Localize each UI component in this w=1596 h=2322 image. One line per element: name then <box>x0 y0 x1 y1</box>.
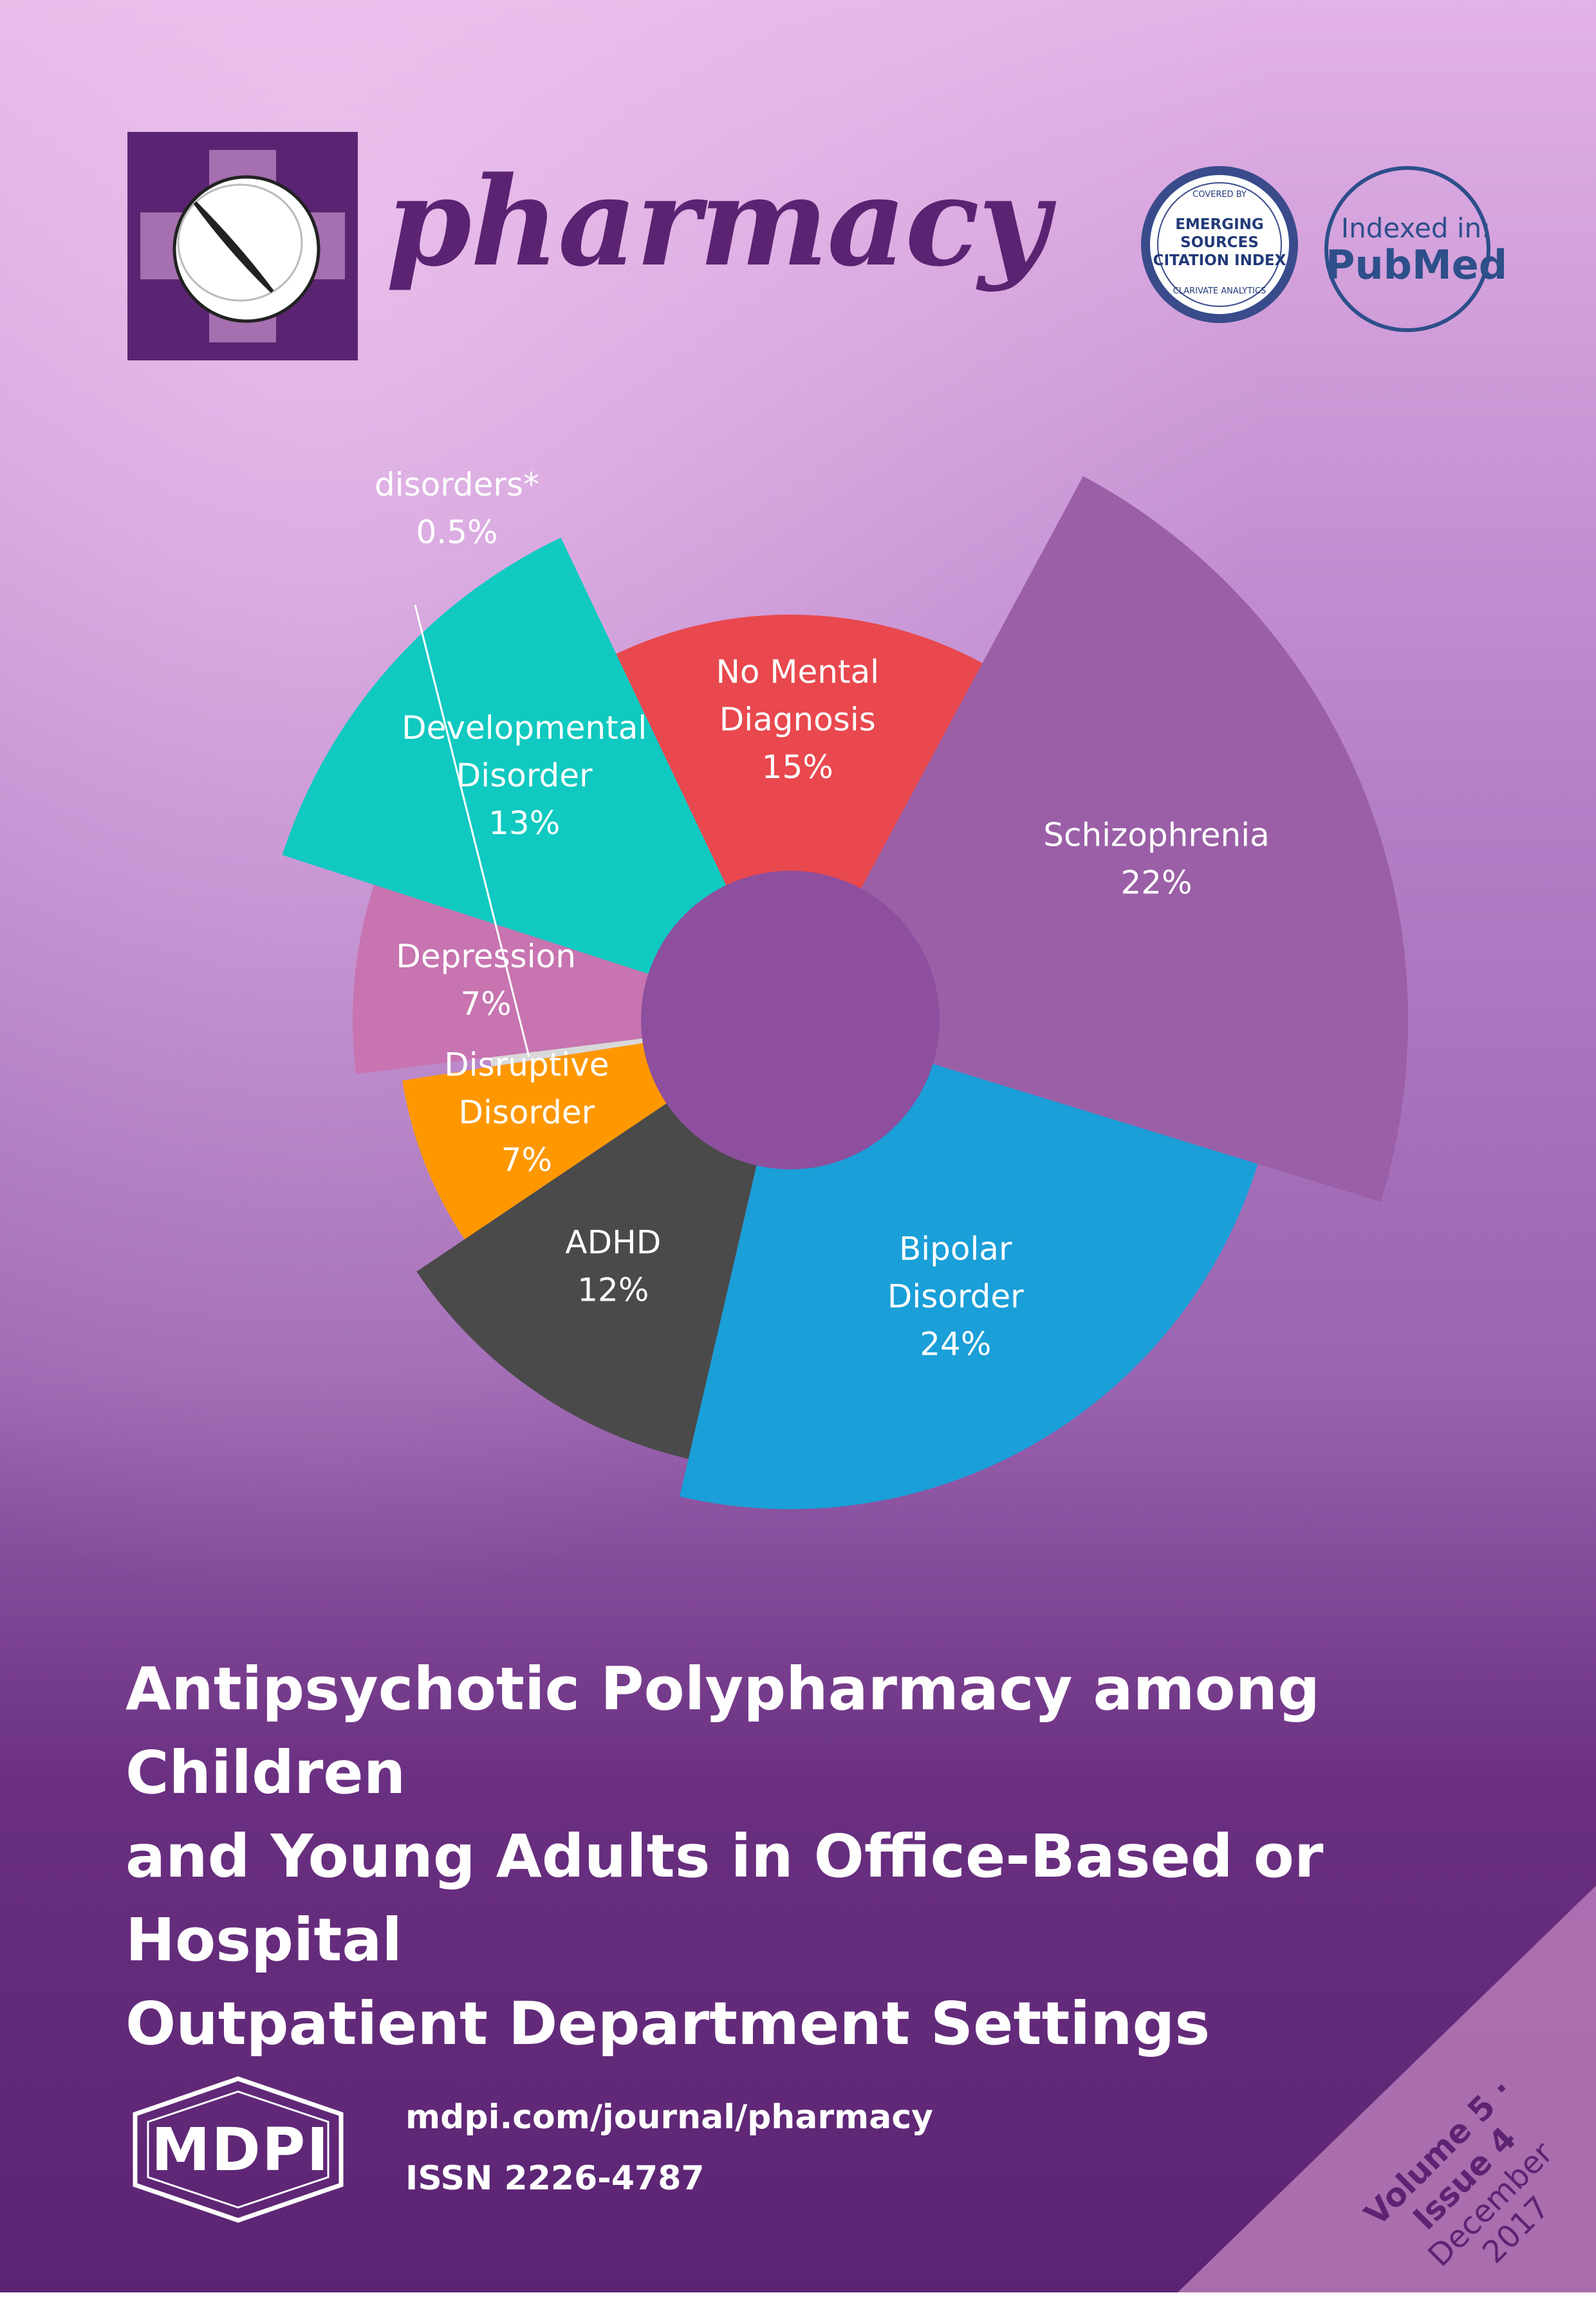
pie-slice-developmental-disorder <box>282 537 727 974</box>
pill-icon <box>172 175 320 323</box>
article-title-line-2: and Young Adults in Office-Based or Hosp… <box>125 1822 1324 1974</box>
pharmacy-logo <box>127 132 358 360</box>
pie-slice-bipolar-disorder <box>680 1063 1258 1509</box>
esci-seal-icon <box>1141 166 1298 323</box>
other-disorders-leader-line <box>414 604 530 1057</box>
slice-label-6: Otherdisorders*0.5% <box>375 450 539 551</box>
esci-bottom-text: CLARIVATE ANALYTICS <box>1173 286 1267 296</box>
journal-title: pharmacy <box>386 150 1049 293</box>
pie-slice-other-disorders <box>490 1038 644 1067</box>
article-title-line-3: Outpatient Department Settings <box>125 1989 1211 2058</box>
issue-corner-band <box>1178 1886 1596 2292</box>
pubmed-label: PubMed <box>1326 241 1508 288</box>
chart-center-hole <box>641 871 940 1169</box>
esci-line-2: SOURCES <box>1180 234 1259 251</box>
slice-label-3: Bipolar Disorder 24% <box>887 1230 1024 1362</box>
pie-slice-schizophrenia <box>860 476 1408 1202</box>
pie-slice-disruptive-disorder <box>402 1043 668 1240</box>
slice-label-0: Developmental Disorder 13% <box>402 709 647 842</box>
slice-label-7: Depression 7% <box>396 938 576 1023</box>
esci-line-3: CITATION INDEX <box>1153 252 1286 269</box>
esci-top-text: COVERED BY <box>1192 190 1247 200</box>
esci-line-1: EMERGING <box>1175 216 1264 233</box>
slice-label-5: Disruptive Disorder 7% <box>444 1046 609 1179</box>
article-title-line-1: Antipsychotic Polypharmacy among Childre… <box>125 1655 1321 1807</box>
esci-badge: COVERED BY EMERGING SOURCES CITATION IND… <box>1139 164 1300 325</box>
pie-slice-adhd <box>416 1102 757 1459</box>
pubmed-badge-ring <box>1324 166 1490 332</box>
pie-slice-depression <box>353 884 650 1074</box>
pie-slice-no-mental-diagnosis <box>616 615 983 890</box>
issn: ISSN 2226-4787 <box>405 2159 705 2198</box>
slice-label-2: Schizophrenia 22% <box>1043 817 1270 902</box>
article-title: Antipsychotic Polypharmacy among Childre… <box>125 1648 1528 2066</box>
diagnosis-pie-chart: Developmental Disorder 13% No Mental Diagnos… <box>282 450 1408 1509</box>
slice-label-4: ADHD 12% <box>565 1223 661 1308</box>
mdpi-logo-icon <box>133 2076 344 2223</box>
mdpi-logo-text: MDPI <box>151 2115 330 2184</box>
pubmed-indexed-label: Indexed in: <box>1341 212 1491 244</box>
slice-label-1: No Mental Diagnosis 15% <box>716 653 879 786</box>
journal-url[interactable]: mdpi.com/journal/pharmacy <box>405 2098 934 2137</box>
